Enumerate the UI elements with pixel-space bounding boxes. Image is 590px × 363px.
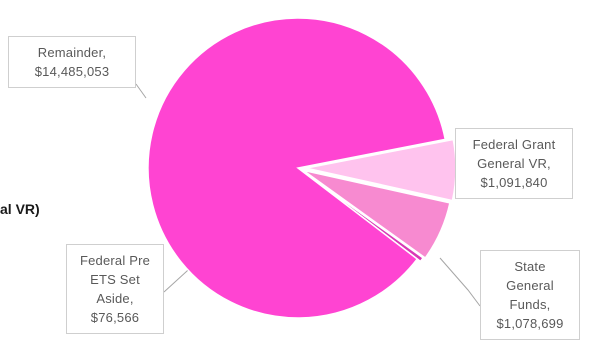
label-line: Aside, <box>96 291 134 306</box>
label-line: $76,566 <box>90 310 140 325</box>
label-line: Funds, <box>509 297 551 312</box>
chart-title-fragment: al VR) <box>0 201 40 217</box>
pie-slices <box>147 17 457 319</box>
label-line: State <box>514 259 546 274</box>
leader-line-state-general-funds <box>439 257 481 307</box>
label-line: General VR, <box>477 156 551 171</box>
label-line: ETS Set <box>90 272 140 287</box>
label-line: Remainder, <box>37 45 107 60</box>
label-line: Federal Pre <box>79 253 151 268</box>
label-line: $1,078,699 <box>496 316 564 331</box>
label-line: General <box>506 278 554 293</box>
label-line: $14,485,053 <box>34 64 110 79</box>
data-label-federal-pre-ets-set-aside: Federal Pre ETS Set Aside, $76,566 <box>66 244 164 334</box>
data-label-federal-grant-general-vr: Federal Grant General VR, $1,091,840 <box>455 128 573 199</box>
data-label-remainder: Remainder, $14,485,053 <box>8 36 136 88</box>
data-label-state-general-funds: State General Funds, $1,078,699 <box>480 250 580 340</box>
label-line: $1,091,840 <box>480 175 548 190</box>
leader-line-remainder <box>135 83 147 99</box>
label-line: Federal Grant <box>472 137 556 152</box>
pie-slice-remainder <box>147 17 447 319</box>
pie-slice-state-general-funds <box>303 169 451 260</box>
